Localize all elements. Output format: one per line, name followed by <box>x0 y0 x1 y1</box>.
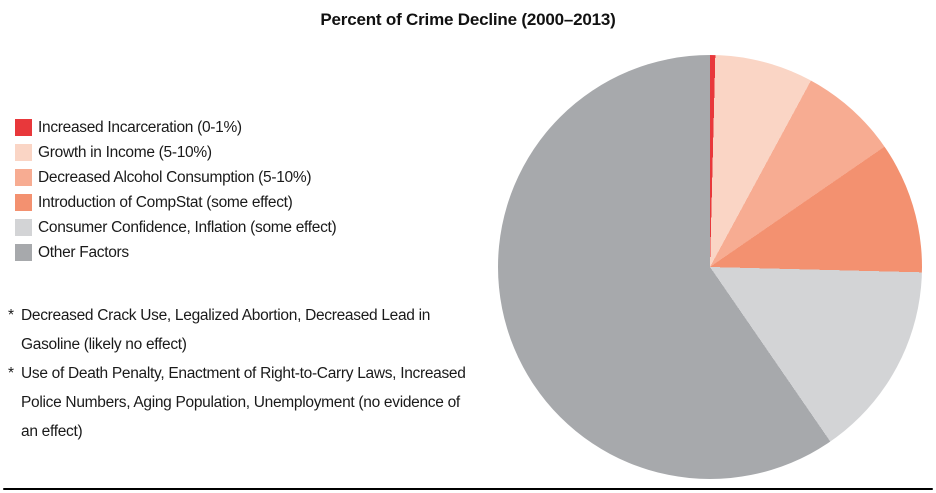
footnotes: * Decreased Crack Use, Legalized Abortio… <box>8 301 470 446</box>
legend-item-label: Growth in Income (5-10%) <box>38 143 212 161</box>
legend-swatch <box>15 119 32 136</box>
legend: Increased Incarceration (0-1%) Growth in… <box>15 115 337 265</box>
footnote-text: Decreased Crack Use, Legalized Abortion,… <box>21 307 431 353</box>
legend-item-decreased-alcohol: Decreased Alcohol Consumption (5-10%) <box>15 165 336 190</box>
legend-swatch <box>15 194 32 211</box>
legend-item-compstat: Introduction of CompStat (some effect) <box>15 190 336 215</box>
pie-chart <box>498 55 922 479</box>
legend-item-other-factors: Other Factors <box>15 240 336 265</box>
legend-item-increased-incarceration: Increased Incarceration (0-1%) <box>15 115 336 140</box>
footnote-text: Use of Death Penalty, Enactment of Right… <box>21 365 466 440</box>
legend-swatch <box>15 244 32 261</box>
chart-title: Percent of Crime Decline (2000–2013) <box>320 10 616 29</box>
legend-item-growth-in-income: Growth in Income (5-10%) <box>15 140 336 165</box>
legend-item-consumer-confidence: Consumer Confidence, Inflation (some eff… <box>15 215 337 240</box>
legend-item-label: Consumer Confidence, Inflation (some eff… <box>38 218 337 236</box>
legend-swatch <box>15 169 32 186</box>
footnote-item: * Decreased Crack Use, Legalized Abortio… <box>8 301 470 359</box>
legend-item-label: Other Factors <box>38 243 129 261</box>
legend-item-label: Increased Incarceration (0-1%) <box>38 118 242 136</box>
footnote-marker: * <box>8 307 14 324</box>
footnote-item: * Use of Death Penalty, Enactment of Rig… <box>8 359 470 446</box>
legend-item-label: Introduction of CompStat (some effect) <box>38 193 293 211</box>
bottom-rule <box>3 487 933 490</box>
footnote-marker: * <box>8 365 14 382</box>
legend-swatch <box>15 219 32 236</box>
legend-item-label: Decreased Alcohol Consumption (5-10%) <box>38 168 312 186</box>
legend-swatch <box>15 144 32 161</box>
